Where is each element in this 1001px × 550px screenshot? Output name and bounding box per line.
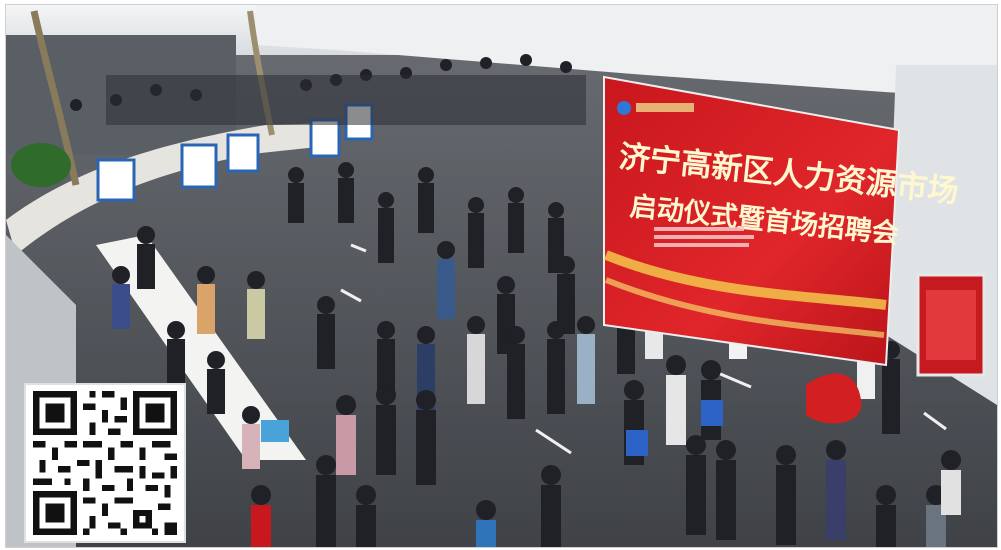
placard — [226, 133, 260, 173]
qr-code-icon — [27, 385, 183, 541]
photo-frame: 济宁高新区人力资源市场 启动仪式暨首场招聘会 — [5, 4, 998, 548]
qr-code-card — [24, 383, 186, 543]
placard — [96, 158, 136, 202]
job-fair-photo: 济宁高新区人力资源市场 启动仪式暨首场招聘会 — [6, 5, 997, 547]
main-banner: 济宁高新区人力资源市场 启动仪式暨首场招聘会 — [603, 75, 960, 367]
banner-small-text — [654, 227, 754, 247]
crowd — [70, 54, 961, 547]
palm-trunk-left — [30, 10, 80, 186]
upper-wall — [256, 5, 997, 100]
banner-org-text — [636, 103, 694, 112]
plant — [11, 143, 71, 187]
red-cloth — [806, 373, 862, 424]
floor-markings — [340, 243, 947, 455]
railing — [6, 123, 336, 255]
recruit-tables — [96, 235, 306, 460]
placard — [261, 420, 289, 442]
standing-sign-panel — [926, 290, 976, 360]
placard — [180, 143, 218, 189]
banner-logo-icon — [617, 101, 631, 115]
placard — [309, 118, 341, 158]
